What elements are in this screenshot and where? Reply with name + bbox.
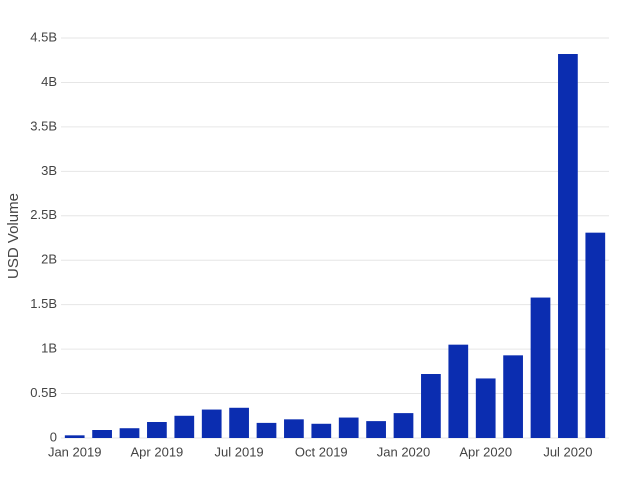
bar: [558, 54, 578, 438]
bar: [530, 297, 551, 438]
x-tick-label: Jan 2019: [48, 444, 102, 459]
y-tick-label: 3.5B: [30, 118, 57, 133]
x-tick-label: Oct 2019: [295, 444, 348, 459]
y-tick-label: 4B: [41, 74, 57, 89]
y-tick-label: 0.5B: [30, 385, 57, 400]
bar: [338, 417, 359, 438]
bar: [311, 423, 332, 438]
bar: [256, 422, 277, 438]
bar: [421, 374, 441, 438]
bar: [585, 232, 606, 438]
y-tick-label: 1.5B: [30, 296, 57, 311]
x-tick-label: Apr 2020: [459, 444, 512, 459]
bar: [366, 421, 386, 438]
bar: [92, 430, 112, 438]
bar: [147, 422, 167, 438]
bar: [174, 415, 195, 438]
x-tick-label: Jul 2020: [543, 444, 592, 459]
bar: [201, 409, 222, 438]
bar: [393, 413, 414, 438]
y-tick-label: 0: [50, 429, 57, 444]
x-tick-label: Jan 2020: [377, 444, 431, 459]
x-tick-label: Jul 2019: [215, 444, 264, 459]
bar: [284, 419, 304, 438]
bar: [119, 428, 140, 438]
y-tick-label: 1B: [41, 341, 57, 356]
bar: [64, 435, 85, 438]
y-axis-title: USD Volume: [5, 193, 22, 279]
y-tick-label: 2B: [41, 252, 57, 267]
bar: [503, 355, 523, 438]
y-tick-label: 3B: [41, 163, 57, 178]
y-tick-label: 4.5B: [30, 29, 57, 44]
bar: [448, 344, 469, 438]
bar: [475, 378, 496, 438]
y-tick-label: 2.5B: [30, 207, 57, 222]
x-tick-label: Apr 2019: [131, 444, 184, 459]
bar: [229, 407, 249, 438]
